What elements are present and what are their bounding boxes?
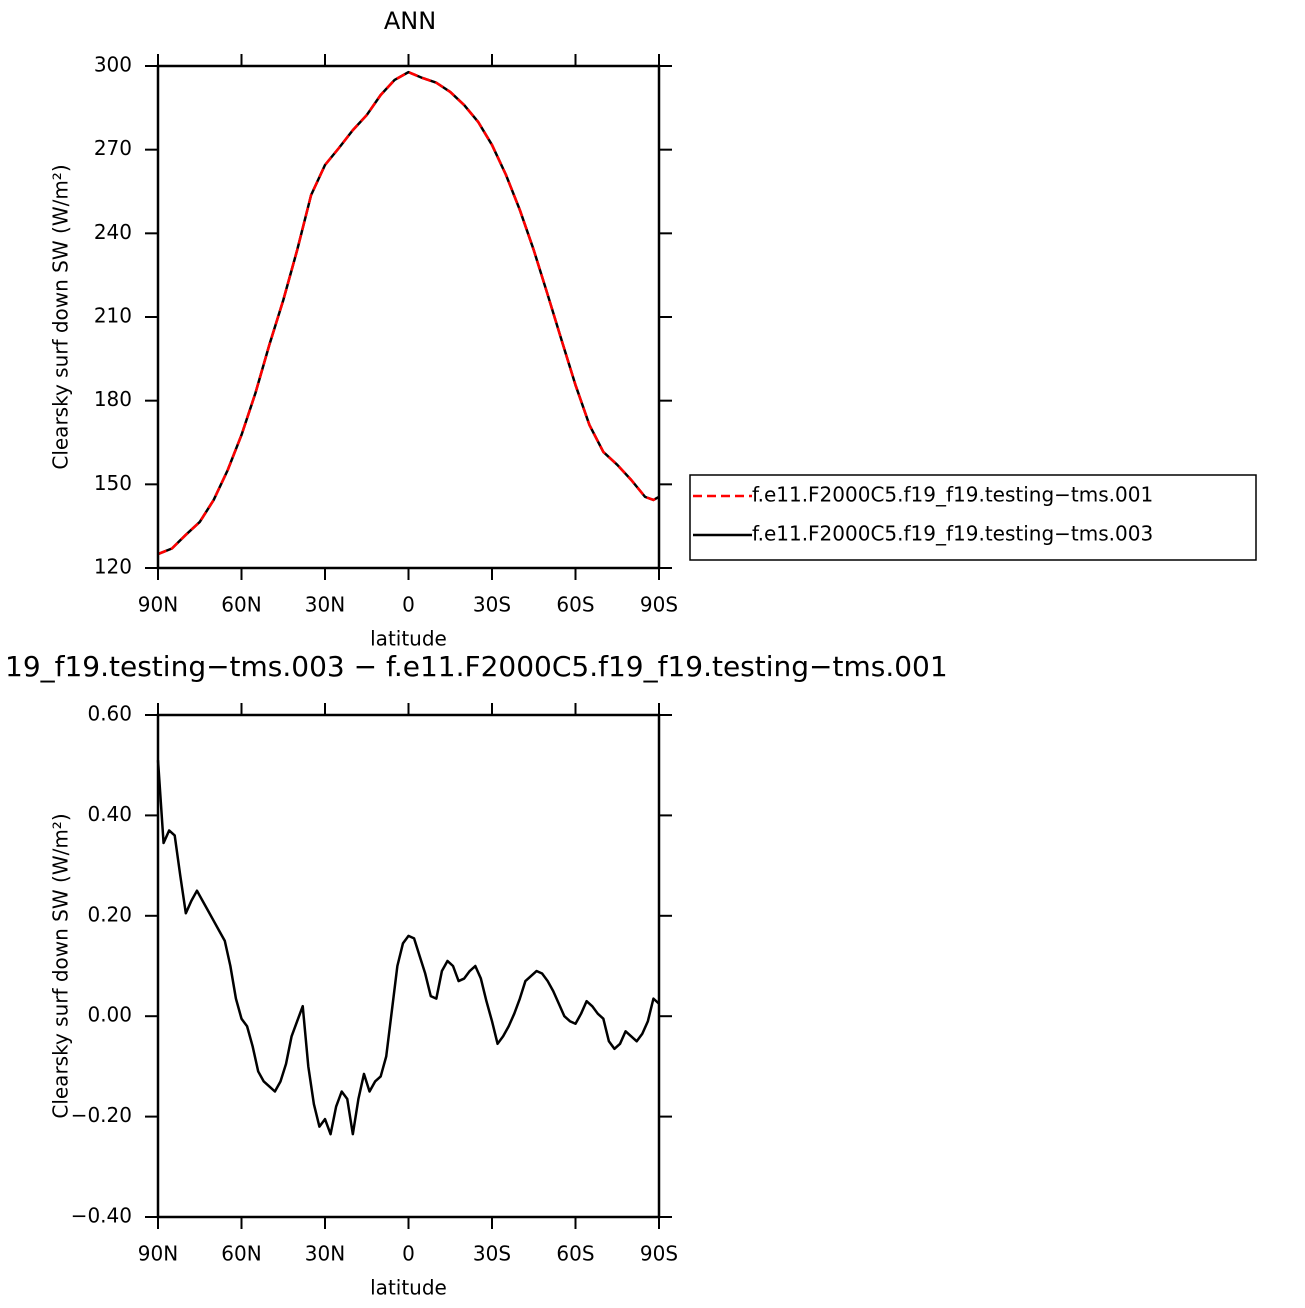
data-line — [157, 70, 660, 556]
x-axis-label: latitude — [370, 627, 447, 651]
legend-label: f.e11.F2000C5.f19_f19.testing−tms.001 — [752, 483, 1153, 507]
x-tick-label: 0 — [402, 1242, 415, 1266]
x-tick-label: 90S — [640, 593, 678, 617]
plot-frame — [156, 713, 661, 1219]
x-tick-label: 30N — [305, 1242, 345, 1266]
x-tick-label: 30S — [473, 593, 511, 617]
x-tick-label: 90N — [138, 593, 178, 617]
y-tick-label: 120 — [94, 555, 132, 579]
y-tick-label: 150 — [94, 471, 132, 495]
x-tick-label: 60S — [556, 593, 594, 617]
x-tick-label: 90S — [640, 1242, 678, 1266]
legend-box — [689, 474, 1257, 561]
x-tick-label: 30S — [473, 1242, 511, 1266]
y-tick-label: −0.40 — [71, 1204, 132, 1228]
plot-frame — [156, 64, 661, 570]
y-axis-label: Clearsky surf down SW (W/m²) — [49, 164, 73, 469]
chart-title: 19_f19.testing−tms.003 − f.e11.F2000C5.f… — [5, 650, 948, 683]
x-tick-label: 60S — [556, 1242, 594, 1266]
legend-label: f.e11.F2000C5.f19_f19.testing−tms.003 — [752, 522, 1153, 546]
y-tick-label: −0.20 — [71, 1103, 132, 1127]
y-tick-label: 300 — [94, 53, 132, 77]
x-tick-label: 60N — [221, 1242, 261, 1266]
x-tick-label: 0 — [402, 593, 415, 617]
x-axis-label: latitude — [370, 1276, 447, 1300]
chart-title: ANN — [384, 7, 436, 35]
y-axis-label: Clearsky surf down SW (W/m²) — [49, 813, 73, 1118]
y-tick-label: 0.20 — [87, 902, 132, 926]
x-tick-label: 30N — [305, 593, 345, 617]
y-tick-label: 210 — [94, 304, 132, 328]
x-tick-label: 60N — [221, 593, 261, 617]
y-tick-label: 240 — [94, 220, 132, 244]
y-tick-label: 0.00 — [87, 1003, 132, 1027]
y-tick-label: 0.40 — [87, 802, 132, 826]
x-tick-label: 90N — [138, 1242, 178, 1266]
y-tick-label: 0.60 — [87, 702, 132, 726]
y-tick-label: 180 — [94, 387, 132, 411]
y-tick-label: 270 — [94, 136, 132, 160]
data-line — [157, 70, 660, 556]
data-line — [156, 760, 660, 1136]
